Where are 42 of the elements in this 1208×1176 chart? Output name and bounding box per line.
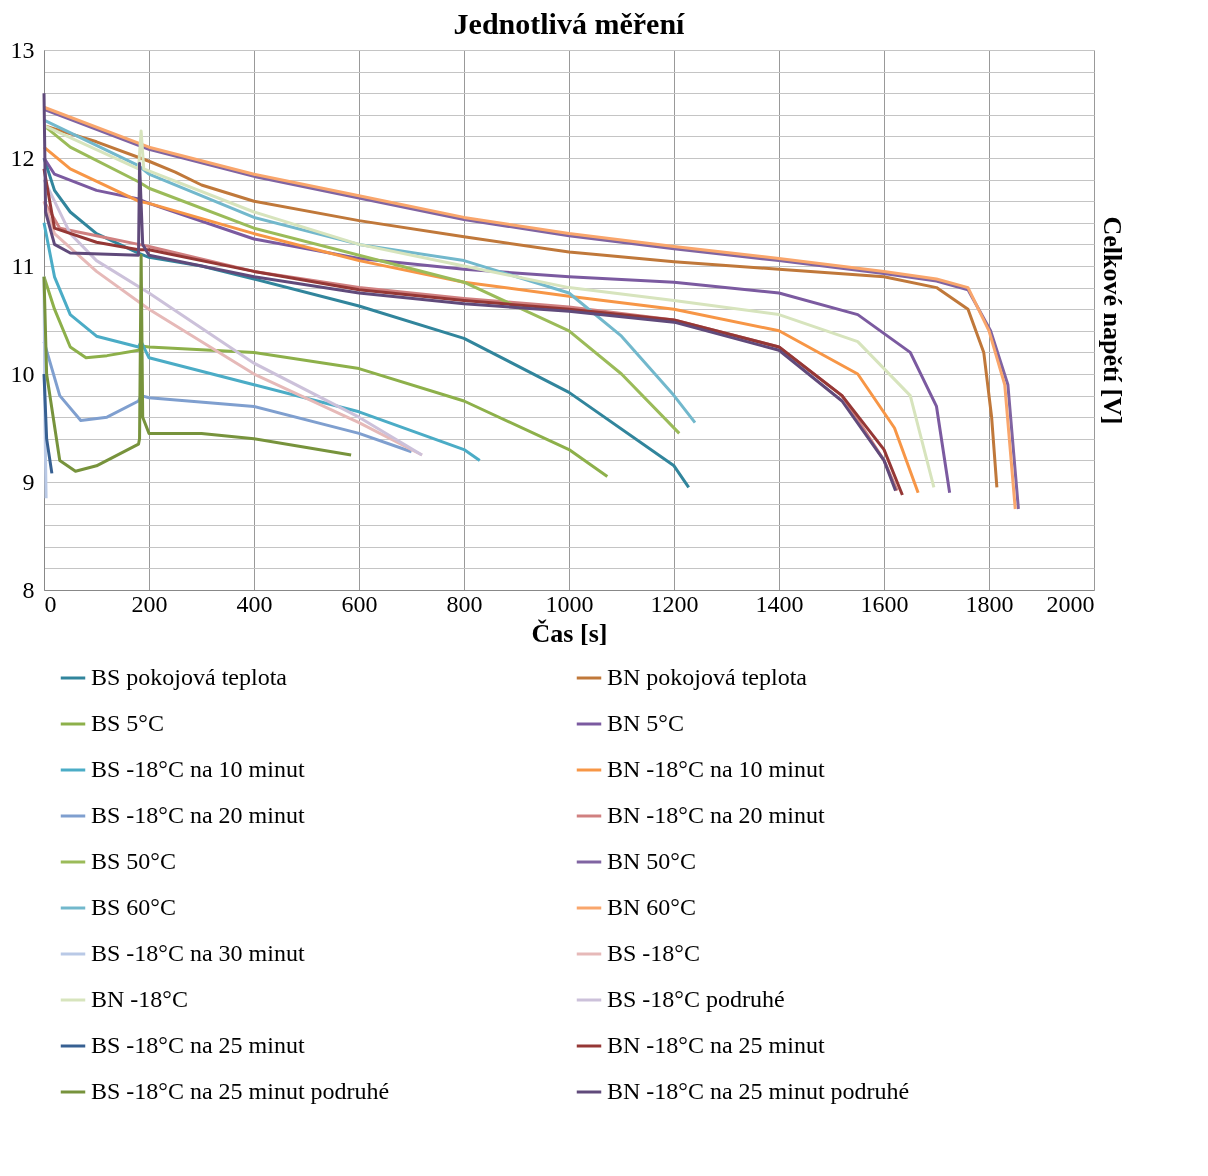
- legend-label: BN 50°C: [607, 848, 696, 874]
- y-tick-label: 9: [22, 468, 35, 495]
- legend-label: BS -18°C podruhé: [607, 986, 785, 1012]
- line-series: [42, 253, 353, 473]
- x-tick-label: 1800: [965, 590, 1014, 617]
- y2-axis-title: Celkové napětí [V]: [1097, 216, 1127, 425]
- legend-label: BS 50°C: [91, 848, 176, 874]
- legend-label: BN -18°C: [91, 986, 188, 1012]
- legend-label: BN -18°C na 10 minut: [607, 756, 825, 782]
- legend-label: BS 5°C: [91, 710, 164, 736]
- legend-label: BN -18°C na 25 minut: [607, 1032, 825, 1058]
- x-tick-label: 1000: [545, 590, 594, 617]
- line-series: [42, 221, 482, 462]
- legend-label: BS -18°C na 30 minut: [91, 940, 305, 966]
- x-tick-label: 600: [341, 590, 378, 617]
- legend-label: BS -18°C na 10 minut: [91, 756, 305, 782]
- legend-label: BN pokojová teplota: [607, 664, 808, 690]
- y-tick-label: 10: [10, 360, 35, 387]
- chart-title: Jednotlivá měření: [453, 7, 686, 40]
- x-tick-label: 800: [446, 590, 483, 617]
- legend-label: BS 60°C: [91, 894, 176, 920]
- y-tick-label: 8: [22, 576, 35, 603]
- x-tick-label: 2000: [1046, 590, 1095, 617]
- x-tick-label: 1600: [860, 590, 909, 617]
- y-tick-label: 13: [10, 36, 35, 63]
- legend-label: BS pokojová teplota: [91, 664, 288, 690]
- legend-label: BS -18°C na 20 minut: [91, 802, 305, 828]
- y-tick-label: 12: [10, 144, 35, 171]
- legend-label: BS -18°C na 25 minut podruhé: [91, 1078, 390, 1104]
- legend-label: BS -18°C na 25 minut: [91, 1032, 305, 1058]
- x-axis-title: Čas [s]: [531, 618, 608, 648]
- x-tick-label: 400: [236, 590, 273, 617]
- legend-label: BN 5°C: [607, 710, 684, 736]
- legend-label: BN -18°C na 20 minut: [607, 802, 825, 828]
- x-tick-label: 1400: [755, 590, 804, 617]
- x-tick-label: 200: [131, 590, 168, 617]
- y-tick-label: 11: [11, 252, 35, 279]
- x-tick-label: 1200: [650, 590, 699, 617]
- legend-label: BN -18°C na 25 minut podruhé: [607, 1078, 910, 1104]
- x-tick-label: 0: [44, 590, 57, 617]
- legend-label: BS -18°C: [607, 940, 700, 966]
- legend-label: BN 60°C: [607, 894, 696, 920]
